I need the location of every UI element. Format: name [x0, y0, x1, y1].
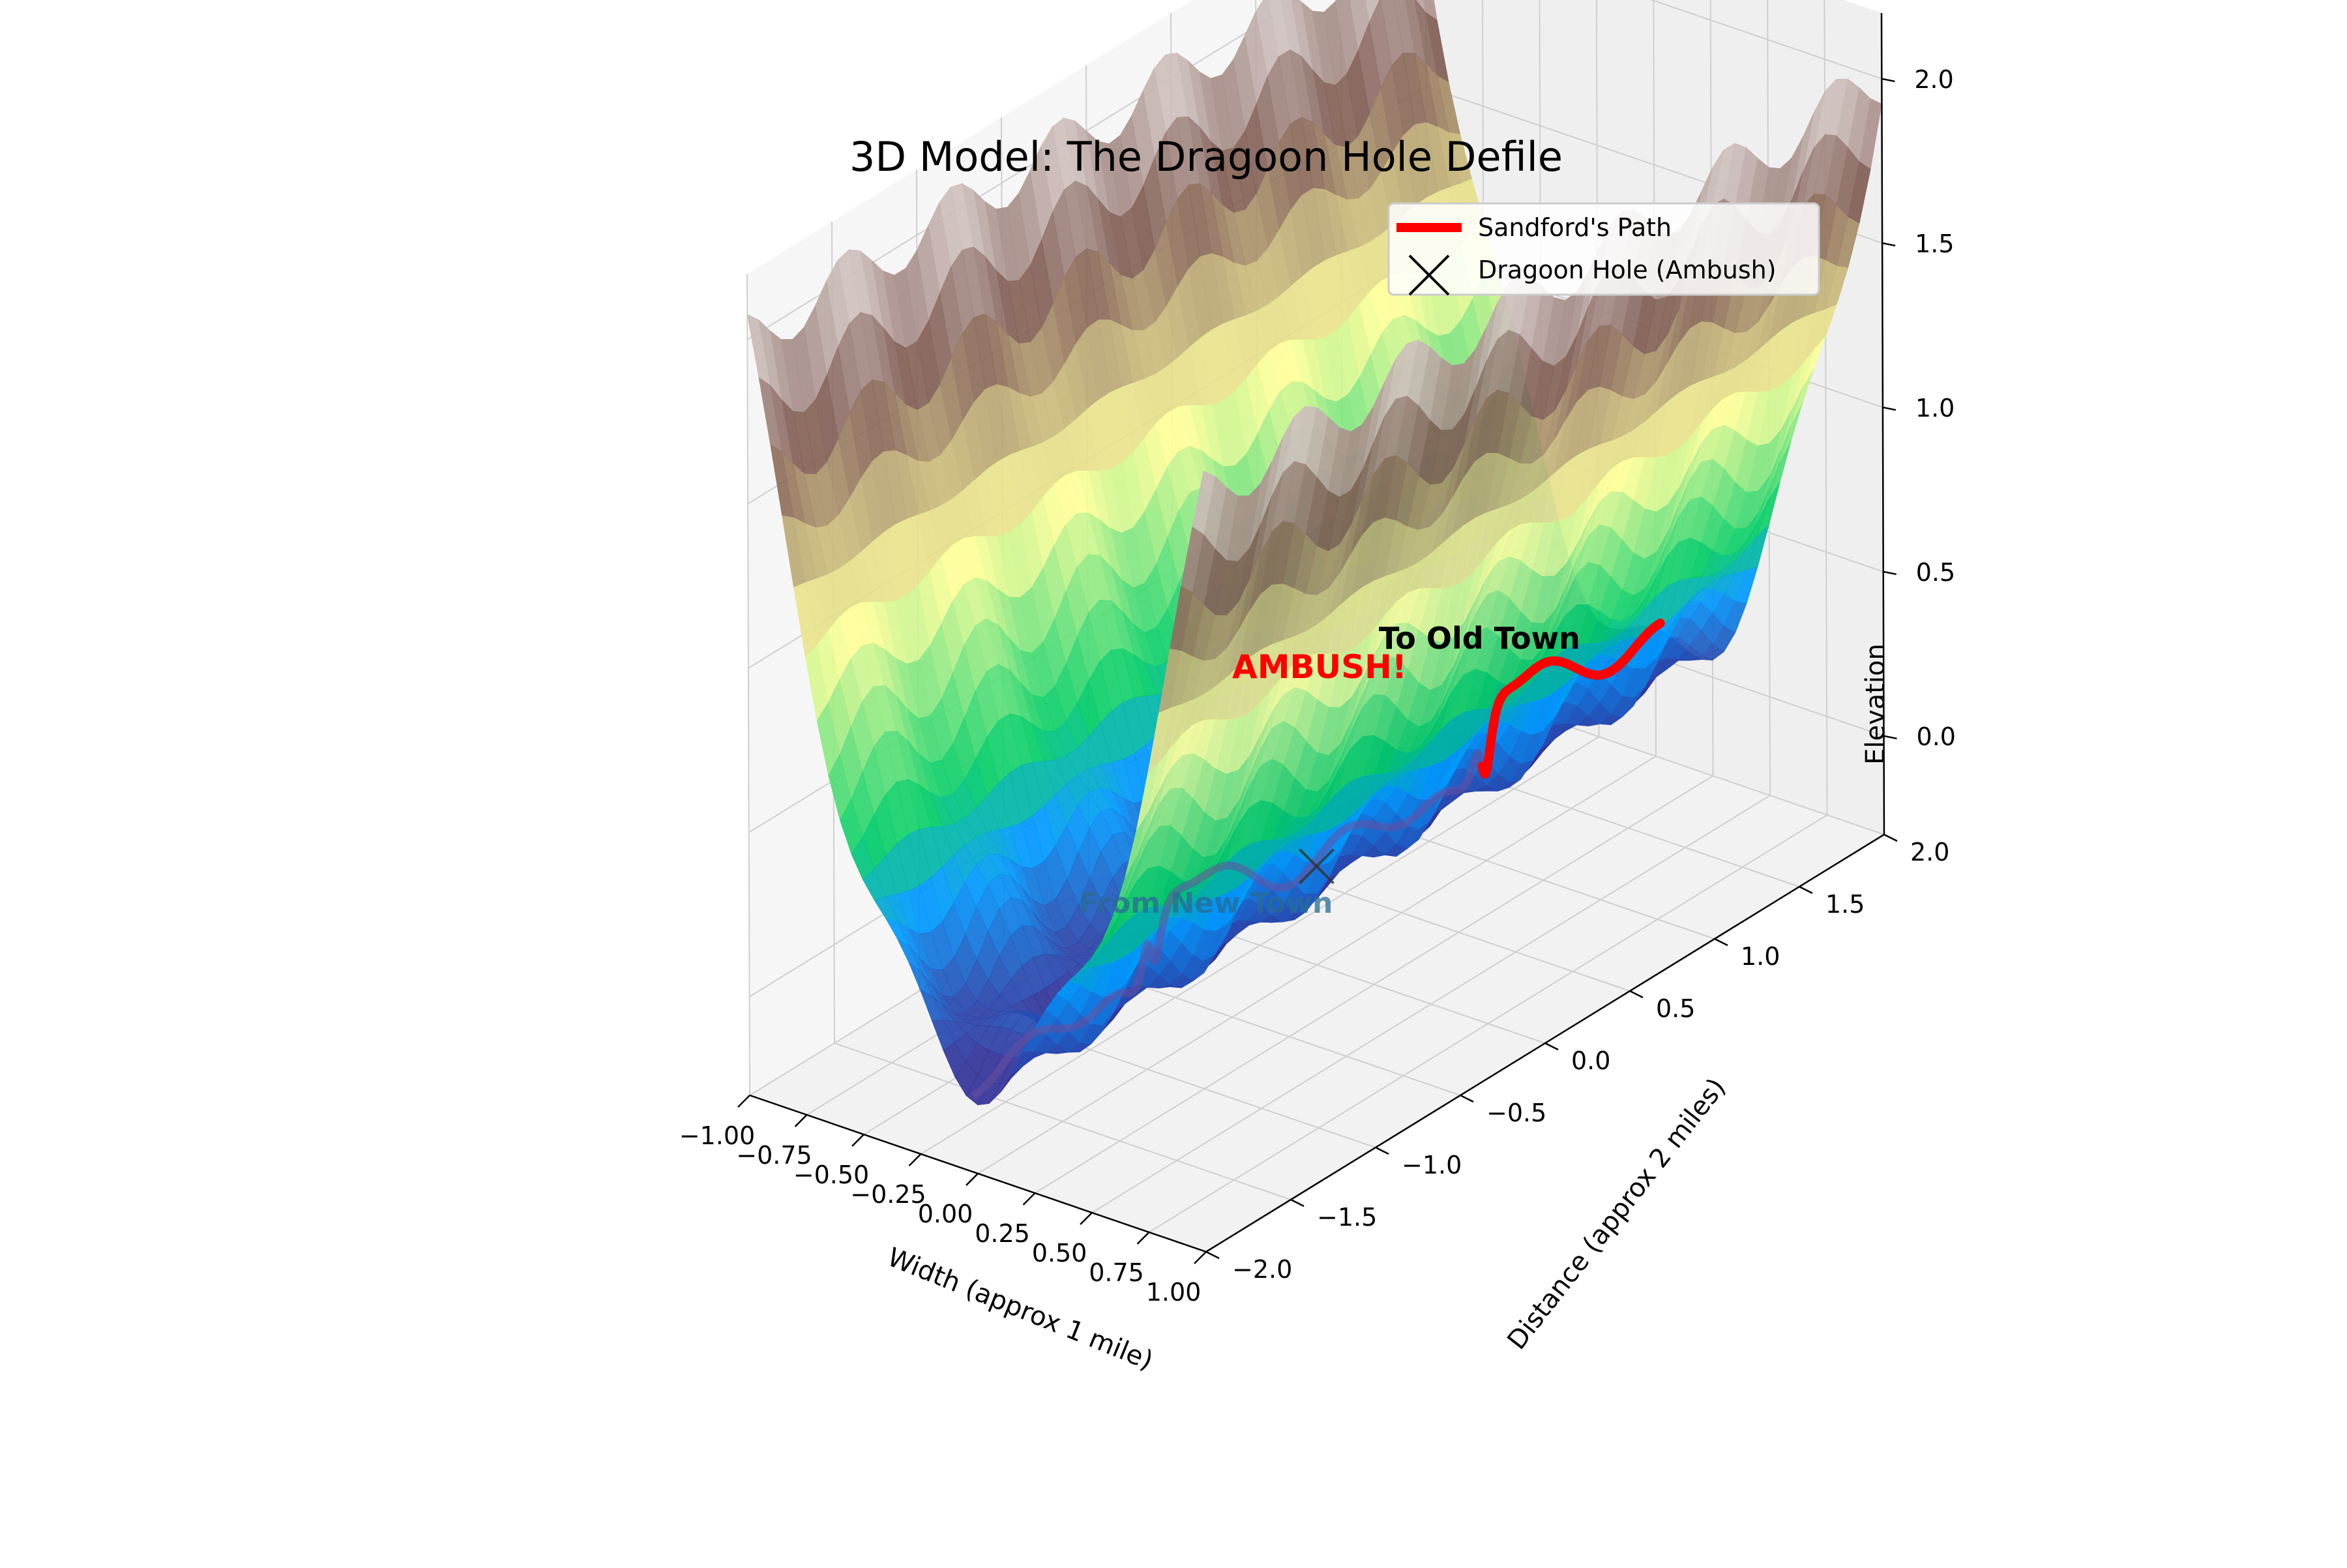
y-tick-label: 1.5 [1825, 890, 1865, 919]
tick-labels: −1.00−0.75−0.50−0.250.000.250.500.751.00… [679, 65, 1956, 1307]
y-tick-mark [1883, 833, 1898, 842]
y-tick-mark [1290, 1198, 1305, 1207]
legend-ambush-label: Dragoon Hole (Ambush) [1478, 256, 1777, 284]
y-tick-label: −1.0 [1402, 1151, 1462, 1179]
surface-cell [1192, 470, 1215, 535]
x-tick-label: −0.25 [850, 1180, 926, 1209]
sandfords-path-submerged [971, 748, 1487, 1099]
back-grid-z [1649, 0, 1882, 80]
z-tick-label: 1.5 [1915, 229, 1954, 258]
z-tick-mark [1882, 406, 1897, 411]
y-tick-label: 0.5 [1656, 994, 1695, 1023]
x-tick-mark [737, 1095, 750, 1108]
x-tick-mark [908, 1153, 922, 1166]
z-tick-label: 2.0 [1914, 65, 1953, 94]
y-tick-mark [1629, 990, 1644, 999]
terrain-surface [746, 0, 1882, 1106]
y-tick-mark [1205, 1250, 1220, 1260]
y-tick-label: −0.5 [1486, 1099, 1546, 1127]
x-tick-mark [1136, 1232, 1150, 1245]
legend-ambush-marker-icon [1408, 254, 1450, 296]
y-tick-mark [1714, 938, 1728, 947]
x-tick-mark [1080, 1212, 1093, 1225]
annotation-old-town: To Old Town [1379, 621, 1580, 656]
x-tick-mark [1194, 1251, 1207, 1264]
legend: Sandford's Path Dragoon Hole (Ambush) [1387, 202, 1820, 296]
sandfords-path-line [1477, 618, 1665, 779]
chart-title: 3D Model: The Dragoon Hole Defile [849, 133, 1563, 181]
x-tick-label: −1.00 [679, 1121, 755, 1150]
annotation-new-town: From New Town [1079, 887, 1333, 920]
z-tick-mark [1883, 735, 1897, 740]
y-tick-label: −2.0 [1232, 1255, 1292, 1284]
z-tick-label: 0.5 [1916, 558, 1955, 587]
x-tick-label: 0.00 [918, 1200, 973, 1228]
x-tick-label: 0.50 [1032, 1239, 1087, 1267]
x-tick-mark [1022, 1192, 1036, 1206]
y-tick-mark [1460, 1094, 1474, 1103]
y-tick-label: −1.5 [1317, 1203, 1377, 1232]
x-tick-label: 0.75 [1089, 1258, 1144, 1287]
z-tick-mark [1883, 570, 1897, 576]
x-tick-label: 1.00 [1146, 1278, 1202, 1307]
axis-lines [737, 12, 1898, 1264]
x-tick-mark [794, 1114, 808, 1127]
z-tick-mark [1882, 78, 1895, 83]
y-tick-mark [1544, 1042, 1559, 1051]
path-layer [971, 618, 1665, 1099]
floor-grid-y [834, 1043, 1292, 1200]
y-tick-label: 1.0 [1741, 942, 1780, 971]
left-grid-y [746, 273, 750, 1096]
y-tick-mark [1799, 885, 1813, 895]
z-tick-label: 1.0 [1915, 394, 1955, 422]
ambush-marker-icon [1299, 848, 1335, 885]
annotation-ambush: AMBUSH! [1232, 648, 1407, 686]
z-axis-label: Elevation [1861, 643, 1891, 765]
x-tick-mark [851, 1134, 864, 1147]
x-tick-mark [966, 1173, 979, 1186]
y-tick-label: 2.0 [1910, 838, 1949, 866]
x-tick-label: −0.75 [736, 1141, 812, 1170]
legend-box [1387, 202, 1820, 296]
legend-path-label: Sandford's Path [1478, 213, 1672, 242]
z-tick-mark [1882, 242, 1896, 247]
z-axis-line [1880, 12, 1885, 835]
x-tick-label: −0.50 [793, 1161, 869, 1189]
x-tick-label: 0.25 [975, 1219, 1030, 1248]
y-tick-label: 0.0 [1571, 1046, 1610, 1075]
z-tick-label: 0.0 [1917, 722, 1956, 751]
y-tick-mark [1375, 1146, 1389, 1155]
